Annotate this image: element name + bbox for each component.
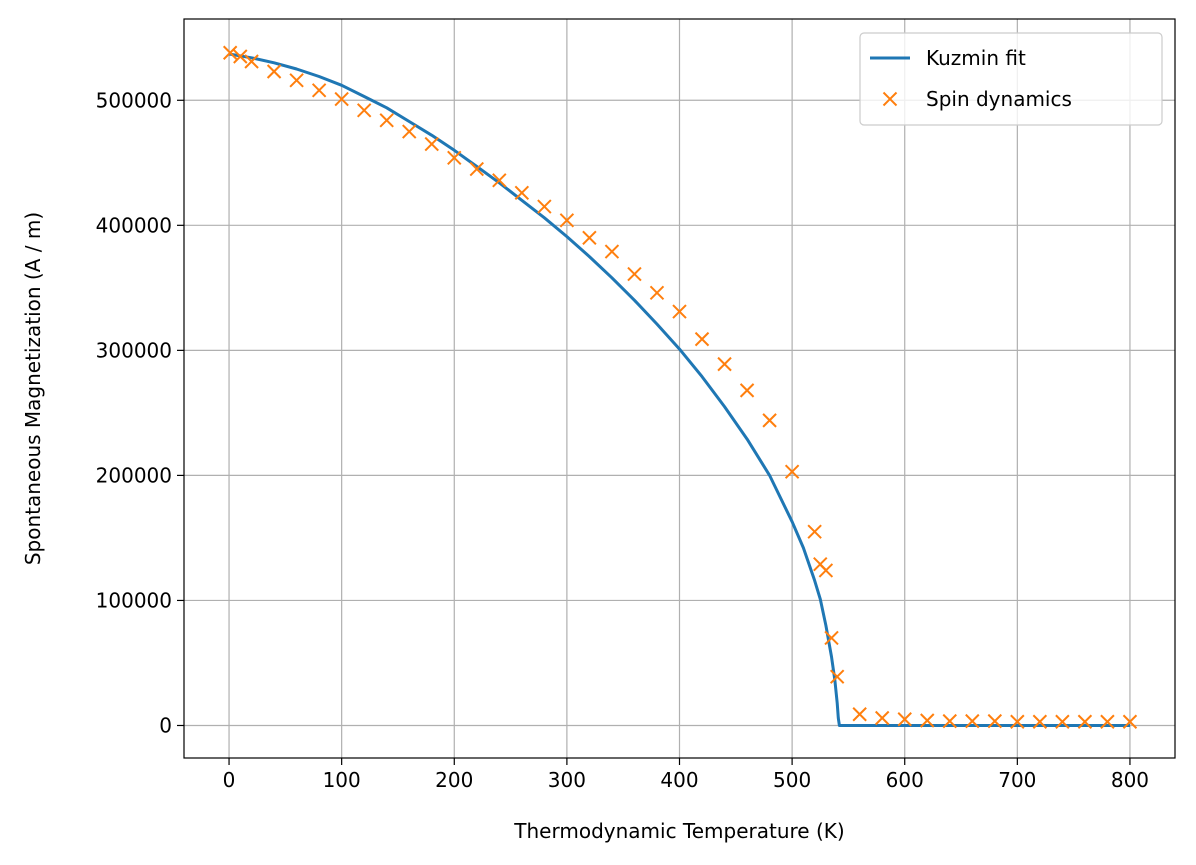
y-tick-label: 100000 (96, 588, 172, 612)
y-axis-label: Spontaneous Magnetization (A / m) (21, 212, 45, 565)
spin-dynamics-point (852, 707, 867, 722)
spin-dynamics-point (356, 103, 372, 118)
spin-dynamics-point (818, 563, 834, 578)
x-tick-label: 400 (660, 768, 698, 792)
x-tick-label: 0 (223, 768, 236, 792)
spin-dynamics-point (824, 630, 839, 646)
spin-dynamics-point (537, 199, 552, 214)
spin-dynamics-point (604, 244, 620, 259)
spin-dynamics-point (379, 113, 394, 128)
grid-lines (184, 19, 1175, 758)
spin-dynamics-point (233, 49, 248, 64)
spin-dynamics-point (447, 150, 462, 166)
spin-dynamics-point (424, 136, 439, 152)
spin-dynamics-point (874, 710, 890, 726)
spin-dynamics-point (717, 356, 732, 372)
spin-dynamics-point (492, 173, 507, 188)
y-tick-label: 300000 (96, 338, 172, 362)
spin-dynamics-point (402, 124, 417, 139)
spin-dynamics-point (266, 64, 282, 79)
spin-dynamics-point (1032, 714, 1048, 729)
spin-dynamics-point (469, 161, 485, 177)
spin-dynamics-point (762, 413, 777, 428)
axis-ticks: 0 100 200 300 400 500 600 700 800 0 100000 200000 30… (96, 88, 1149, 792)
legend: Kuzmin fit Spin dynamics (859, 32, 1163, 126)
spin-dynamics-point (649, 285, 665, 301)
y-tick-label: 0 (159, 713, 172, 737)
x-tick-label: 800 (1111, 768, 1149, 792)
spin-dynamics-point (784, 464, 800, 479)
y-tick-label: 200000 (96, 463, 172, 487)
spin-dynamics-point (965, 713, 980, 729)
spin-dynamics-point (987, 713, 1003, 729)
x-tick-label: 100 (323, 768, 361, 792)
plot-series (222, 45, 1138, 729)
x-tick-label: 300 (548, 768, 586, 792)
spin-dynamics-point (514, 185, 530, 201)
x-tick-label: 500 (773, 768, 811, 792)
spin-dynamics-point (829, 669, 845, 684)
spin-dynamics-point (672, 304, 687, 319)
legend-box (859, 32, 1163, 126)
spin-dynamics-point (920, 713, 935, 728)
spin-dynamics-point (1100, 714, 1115, 729)
legend-x-marker-icon (882, 91, 898, 107)
spin-dynamics-point (897, 712, 912, 727)
spin-dynamics-point (627, 266, 642, 282)
spin-dynamics-point (559, 213, 575, 228)
spin-dynamics-point (244, 54, 259, 69)
series-kuzmin-fit-line (228, 52, 1130, 727)
spin-dynamics-point (1077, 714, 1093, 729)
x-tick-label: 600 (886, 768, 924, 792)
y-tick-label: 500000 (96, 88, 172, 112)
spin-dynamics-point (1055, 714, 1070, 729)
spin-dynamics-point (739, 383, 755, 398)
spin-dynamics-point (1010, 714, 1025, 729)
spin-dynamics-point (334, 91, 349, 107)
spin-dynamics-point (807, 524, 822, 539)
spin-dynamics-point (942, 713, 957, 729)
legend-spin-dynamics-label: Spin dynamics (926, 87, 1072, 111)
spin-dynamics-point (694, 331, 710, 347)
spin-dynamics-point (311, 83, 327, 98)
x-axis-label: Thermodynamic Temperature (K) (513, 819, 844, 843)
spin-dynamics-point (582, 230, 597, 246)
legend-spin-dynamics-marker (882, 91, 898, 107)
spin-dynamics-point (289, 73, 304, 88)
y-tick-label: 400000 (96, 213, 172, 237)
spin-dynamics-point (222, 45, 238, 60)
spin-dynamics-point (1122, 714, 1138, 729)
legend-kuzmin-fit-label: Kuzmin fit (926, 46, 1026, 70)
x-tick-label: 700 (998, 768, 1036, 792)
x-tick-label: 200 (435, 768, 473, 792)
